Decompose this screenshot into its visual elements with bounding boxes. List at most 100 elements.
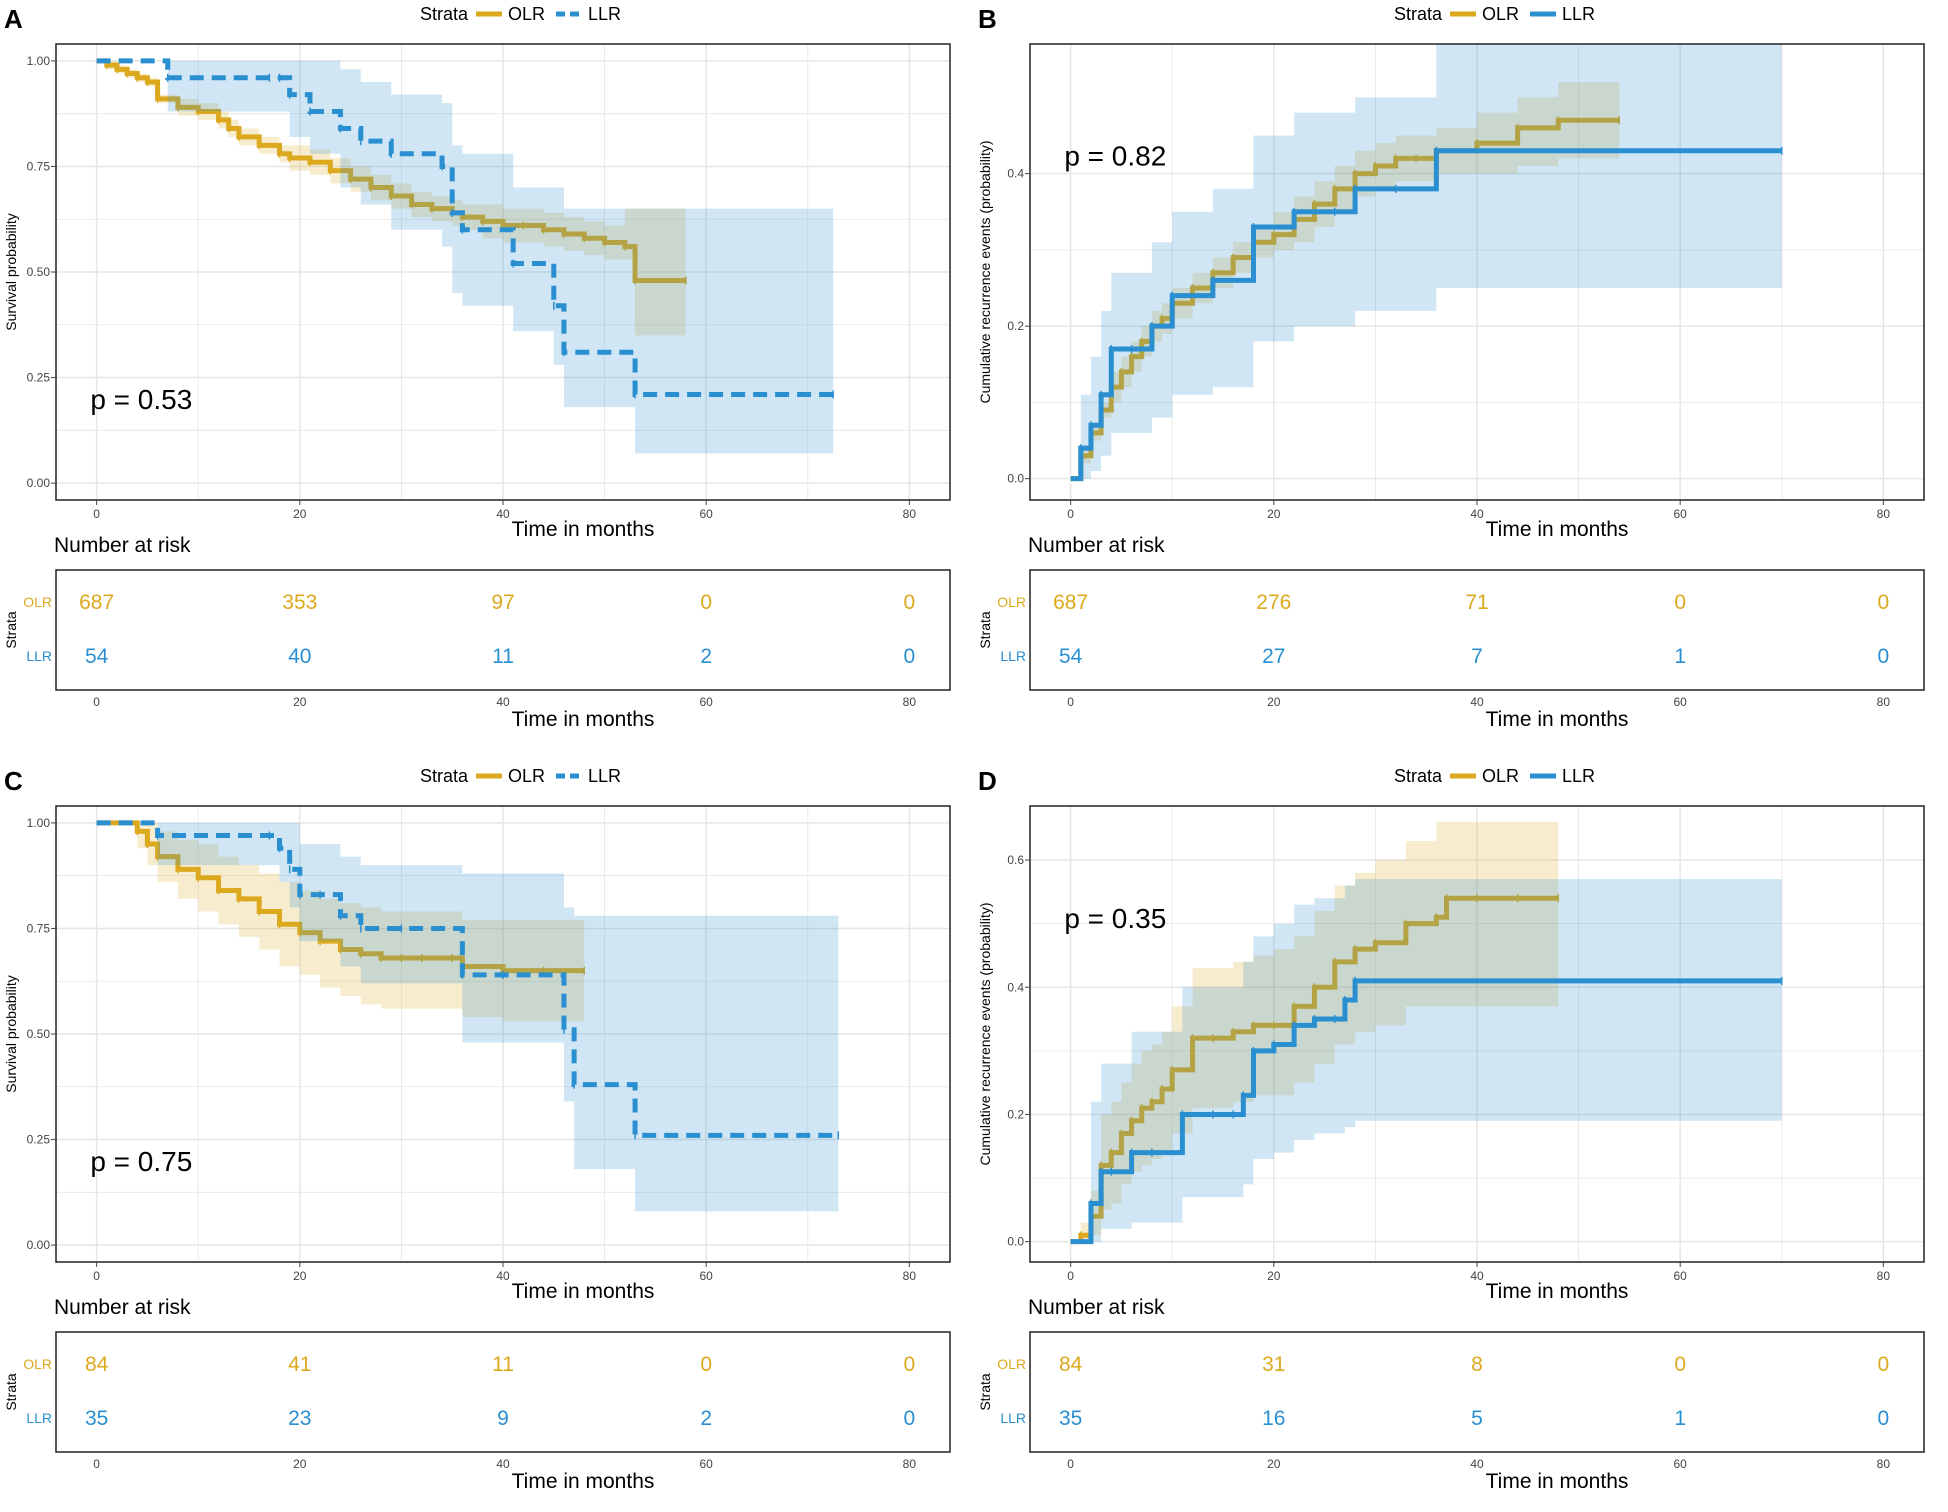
risk-row-label-llr: LLR (26, 1410, 52, 1426)
panel-b: B Strata OLR LLR 0.0 0.2 0.4 0 20 40 60 80 Time in m… (974, 0, 1948, 750)
risk-value-olr: 31 (1262, 1353, 1285, 1376)
risk-x-tick-label: 20 (1267, 1457, 1281, 1471)
y-axis-title: Survival probability (3, 975, 19, 1093)
x-tick-label: 80 (903, 507, 917, 521)
legend-label-olr: OLR (1482, 4, 1519, 24)
risk-value-llr: 35 (1059, 1407, 1082, 1430)
y-tick-label: 0.0 (1007, 472, 1024, 486)
risk-value-llr: 0 (1878, 1407, 1890, 1430)
y-tick-label: 0.00 (27, 476, 51, 490)
y-tick-label: 0.25 (27, 1133, 51, 1147)
risk-x-axis-title: Time in months (512, 708, 655, 731)
risk-table-frame (1029, 569, 1925, 691)
panel-letter: D (978, 766, 997, 796)
risk-x-tick-label: 60 (700, 695, 714, 709)
risk-table-title: Number at risk (1028, 534, 1165, 557)
x-tick-label: 20 (293, 1269, 307, 1283)
risk-value-llr: 9 (497, 1407, 509, 1430)
legend-label-olr: OLR (508, 4, 545, 24)
risk-table-frame (55, 1331, 951, 1453)
risk-value-olr: 0 (904, 591, 916, 614)
y-tick-label: 0.4 (1007, 167, 1024, 181)
x-tick-label: 60 (1674, 1269, 1688, 1283)
legend-title: Strata (420, 4, 469, 24)
x-axis-title: Time in months (1486, 1280, 1629, 1303)
gridlines (1030, 44, 1924, 500)
panel-a: A Strata OLR LLR 0.00 0.25 0.50 0.75 1.00 0 20 40 60… (0, 0, 974, 750)
p-value: p = 0.82 (1064, 141, 1166, 172)
legend: Strata OLR LLR (1394, 766, 1595, 786)
risk-value-llr: 0 (904, 645, 916, 668)
y-axis-title: Cumulative recurrence events (probabilit… (977, 141, 993, 404)
risk-x-tick-label: 80 (1877, 695, 1891, 709)
panel-c: C Strata OLR LLR 0.00 0.25 0.50 0.75 1.00 0 20 40 60… (0, 762, 974, 1512)
risk-x-tick-label: 80 (1877, 1457, 1891, 1471)
panel-letter: C (4, 766, 23, 796)
risk-value-olr: 97 (491, 591, 514, 614)
risk-value-olr: 0 (700, 591, 712, 614)
confidence-band-olr (1070, 821, 1559, 1242)
x-tick-label: 80 (1877, 507, 1891, 521)
risk-value-olr: 0 (1878, 591, 1890, 614)
risk-x-axis-title: Time in months (1486, 1470, 1629, 1493)
x-tick-label: 60 (700, 507, 714, 521)
y-tick-label: 0.50 (27, 1027, 51, 1041)
x-tick-label: 60 (1674, 507, 1688, 521)
risk-x-tick-label: 60 (700, 1457, 714, 1471)
risk-value-olr: 687 (1053, 591, 1088, 614)
x-tick-label: 0 (93, 1269, 100, 1283)
risk-x-tick-label: 60 (1674, 695, 1688, 709)
y-tick-label: 0.00 (27, 1238, 51, 1252)
confidence-band-llr (96, 822, 839, 1212)
y-tick-label: 0.2 (1007, 1107, 1024, 1121)
x-axis-title: Time in months (512, 518, 655, 541)
risk-row-label-olr: OLR (23, 594, 52, 610)
risk-x-tick-label: 0 (93, 695, 100, 709)
risk-value-olr: 0 (1674, 1353, 1686, 1376)
y-axis-title: Survival probability (3, 213, 19, 331)
risk-x-tick-label: 0 (93, 1457, 100, 1471)
gridlines (56, 806, 950, 1262)
risk-value-olr: 84 (1059, 1353, 1083, 1376)
legend-label-olr: OLR (508, 766, 545, 786)
risk-value-llr: 2 (700, 645, 712, 668)
risk-row-label-llr: LLR (26, 648, 52, 664)
y-tick-label: 0.4 (1007, 980, 1024, 994)
risk-x-axis-title: Time in months (1486, 708, 1629, 731)
legend: Strata OLR LLR (420, 4, 621, 24)
p-value: p = 0.35 (1064, 903, 1166, 934)
legend-label-llr: LLR (588, 766, 621, 786)
risk-value-llr: 1 (1674, 645, 1686, 668)
risk-value-llr: 54 (1059, 645, 1083, 668)
risk-x-tick-label: 40 (496, 1457, 510, 1471)
risk-table-y-title: Strata (3, 611, 19, 649)
y-tick-label: 0.75 (27, 159, 51, 173)
risk-x-tick-label: 80 (903, 1457, 917, 1471)
risk-value-olr: 84 (85, 1353, 109, 1376)
panel-letter: A (4, 4, 23, 34)
legend-label-olr: OLR (1482, 766, 1519, 786)
risk-value-llr: 2 (700, 1407, 712, 1430)
x-tick-label: 20 (1267, 1269, 1281, 1283)
y-tick-label: 1.00 (27, 54, 51, 68)
risk-x-tick-label: 0 (1067, 1457, 1074, 1471)
risk-value-llr: 0 (1878, 645, 1890, 668)
risk-value-llr: 0 (904, 1407, 916, 1430)
y-tick-label: 0.75 (27, 921, 51, 935)
risk-row-label-olr: OLR (23, 1356, 52, 1372)
series-line-llr (96, 58, 834, 397)
risk-value-olr: 0 (1674, 591, 1686, 614)
legend-label-llr: LLR (1562, 4, 1595, 24)
risk-table-y-title: Strata (977, 1373, 993, 1411)
x-axis-title: Time in months (1486, 518, 1629, 541)
panel-d: D Strata OLR LLR 0.0 0.2 0.4 0.6 0 20 40 60 80 Time i… (974, 762, 1948, 1512)
risk-table-y-title: Strata (3, 1373, 19, 1411)
confidence-band-llr (96, 60, 834, 454)
risk-x-tick-label: 20 (1267, 695, 1281, 709)
legend: Strata OLR LLR (420, 766, 621, 786)
x-tick-label: 40 (496, 507, 510, 521)
x-tick-label: 20 (293, 507, 307, 521)
